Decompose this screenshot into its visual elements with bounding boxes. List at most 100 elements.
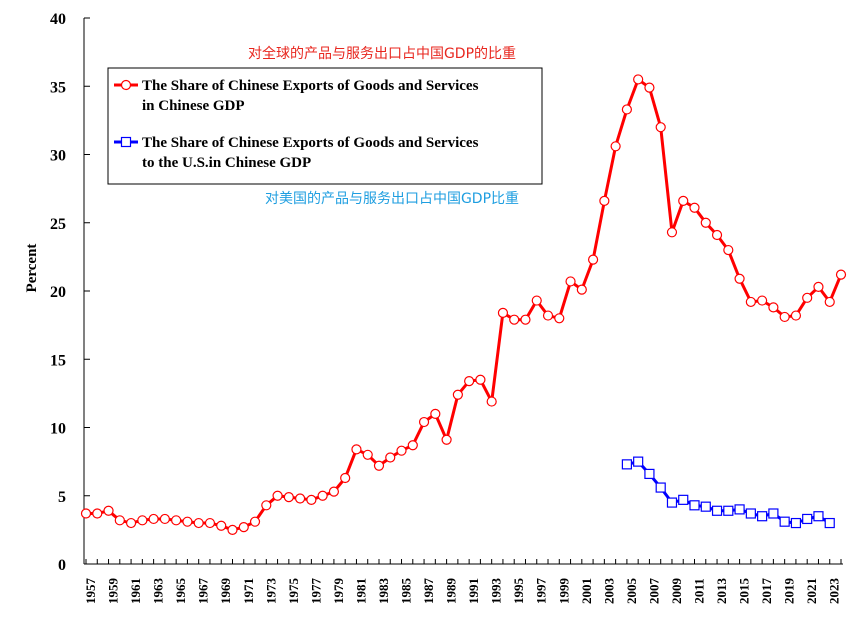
x-tick-label: 1993: [489, 578, 504, 605]
data-point: [779, 516, 790, 527]
data-point: [373, 460, 385, 471]
data-point: [249, 516, 261, 527]
data-point: [475, 374, 486, 385]
data-point: [621, 459, 632, 470]
data-point: [565, 276, 576, 287]
x-tick-label: 1981: [353, 578, 368, 604]
data-point: [835, 269, 847, 280]
data-point: [734, 273, 745, 284]
x-tick-label: 1987: [421, 578, 436, 605]
data-point: [723, 505, 734, 516]
y-tick-label: 0: [58, 557, 66, 574]
data-point: [362, 449, 373, 460]
data-point: [204, 517, 216, 529]
x-tick-label: 2011: [692, 578, 707, 603]
x-tick-label: 1977: [308, 578, 323, 605]
data-point: [689, 202, 700, 213]
data-point: [159, 513, 170, 525]
data-point: [633, 456, 644, 467]
data-point: [554, 313, 565, 324]
y-tick-label: 25: [50, 216, 66, 233]
data-point: [193, 517, 204, 529]
y-tick-label: 20: [50, 284, 66, 301]
data-point: [711, 505, 723, 516]
data-point: [317, 490, 328, 501]
data-point: [599, 195, 610, 207]
legend-label: The Share of Chinese Exports of Goods an…: [142, 78, 479, 94]
data-point: [734, 504, 745, 515]
data-point: [272, 490, 283, 501]
data-point: [802, 292, 813, 303]
data-point: [745, 508, 756, 519]
data-point: [768, 508, 779, 519]
data-point: [464, 375, 475, 387]
y-tick-label: 40: [50, 11, 66, 28]
data-point: [283, 492, 294, 503]
data-point: [802, 513, 813, 525]
data-point: [757, 511, 768, 522]
data-point: [238, 522, 249, 533]
data-point: [452, 389, 463, 400]
data-point: [678, 494, 689, 505]
x-tick-label: 1973: [263, 578, 278, 605]
data-point: [486, 396, 497, 407]
x-tick-label: 1959: [106, 578, 121, 605]
data-point: [790, 517, 802, 529]
data-point: [666, 497, 678, 508]
data-point: [148, 513, 159, 525]
data-point: [114, 515, 125, 526]
data-point: [125, 517, 137, 529]
x-tick-label: 1963: [151, 578, 166, 605]
data-point: [531, 295, 542, 306]
data-point: [441, 434, 452, 445]
data-point: [824, 296, 835, 308]
data-point: [610, 141, 621, 152]
data-point: [80, 508, 92, 519]
legend-label: to the U.S.in Chinese GDP: [142, 155, 311, 171]
series-2: [621, 456, 835, 529]
data-point: [745, 296, 756, 308]
data-point: [306, 494, 317, 505]
series-1: [80, 74, 847, 535]
data-point: [351, 444, 362, 455]
series-layer: [80, 74, 847, 535]
x-tick-label: 1971: [241, 578, 256, 604]
x-tick-label: 1969: [218, 578, 233, 605]
data-point: [813, 281, 824, 293]
data-point: [711, 229, 723, 241]
x-tick-label: 2019: [782, 578, 797, 605]
data-point: [824, 517, 835, 529]
data-point: [723, 244, 734, 256]
x-tick-label: 1967: [196, 578, 211, 605]
data-point: [509, 314, 520, 325]
data-point: [520, 314, 531, 325]
data-point: [396, 445, 407, 456]
data-point: [790, 310, 802, 321]
data-point: [340, 472, 351, 484]
y-tick-label: 15: [50, 352, 66, 369]
data-point: [227, 524, 238, 535]
x-tick-label: 1999: [556, 578, 571, 605]
legend: The Share of Chinese Exports of Goods an…: [107, 67, 543, 185]
data-point: [418, 416, 430, 428]
x-tick-label: 2017: [759, 578, 774, 605]
y-axis-label: Percent: [24, 244, 40, 293]
x-tick-label: 1961: [128, 578, 143, 604]
x-tick-label: 2009: [669, 578, 684, 605]
data-point: [779, 311, 790, 323]
x-tick-label: 2001: [579, 578, 594, 604]
data-point: [171, 515, 182, 526]
data-point: [328, 486, 340, 497]
y-tick-label: 5: [58, 489, 66, 506]
legend-label: The Share of Chinese Exports of Goods an…: [142, 135, 479, 151]
x-tick-label: 2023: [827, 578, 842, 605]
data-point: [655, 122, 666, 133]
data-point: [385, 452, 396, 463]
legend-box: [107, 67, 543, 185]
data-point: [430, 408, 441, 419]
x-tick-label: 2005: [624, 578, 639, 605]
x-tick-label: 1989: [444, 578, 459, 605]
data-point: [644, 82, 655, 93]
data-point: [182, 516, 193, 527]
data-point: [644, 468, 655, 480]
